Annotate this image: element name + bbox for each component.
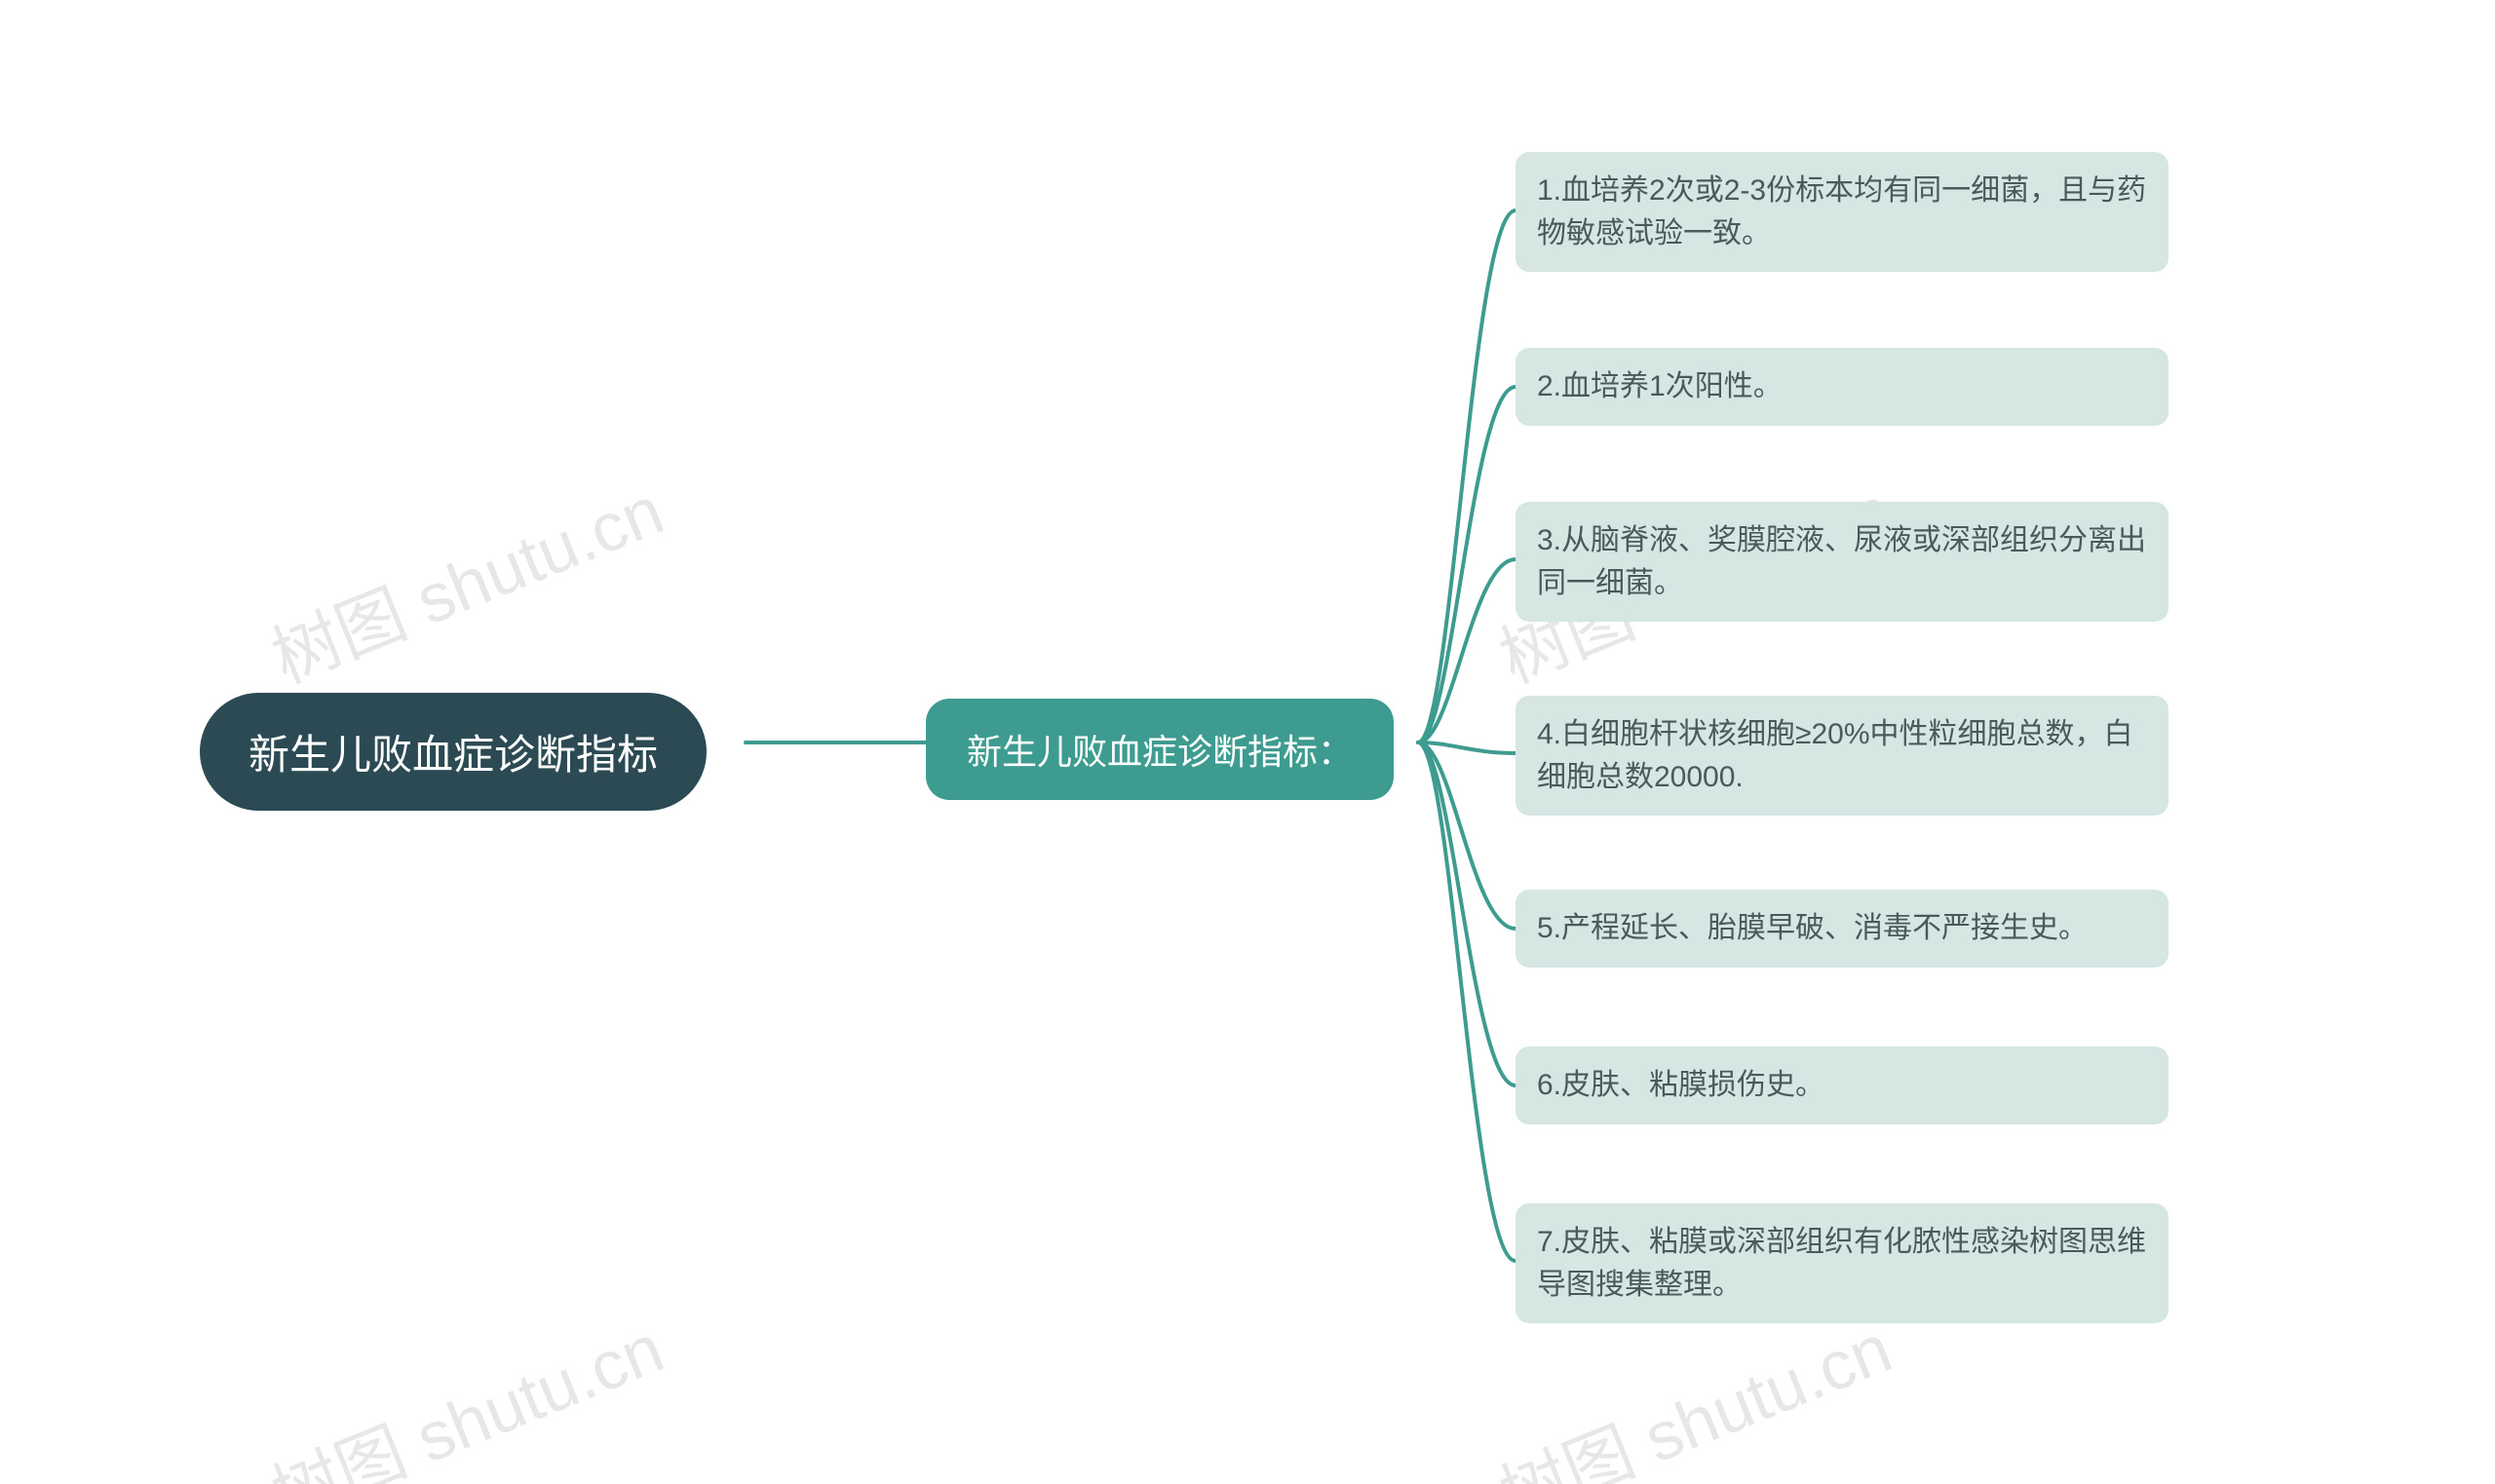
watermark: 树图 shutu.cn	[255, 1294, 675, 1484]
leaf-node-text: 7.皮肤、粘膜或深部组织有化脓性感染树图思维导图搜集整理。	[1537, 1226, 2146, 1301]
leaf-node: 6.皮肤、粘膜损伤史。	[1516, 1046, 2169, 1124]
sub-node: 新生儿败血症诊断指标：	[926, 699, 1394, 800]
root-node: 新生儿败血症诊断指标	[200, 693, 707, 811]
leaf-node: 5.产程延长、胎膜早破、消毒不严接生史。	[1516, 890, 2169, 968]
leaf-node: 7.皮肤、粘膜或深部组织有化脓性感染树图思维导图搜集整理。	[1516, 1203, 2169, 1323]
leaf-node: 4.白细胞杆状核细胞≥20%中性粒细胞总数，白细胞总数20000.	[1516, 696, 2169, 816]
leaf-node: 2.血培养1次阳性。	[1516, 348, 2169, 426]
leaf-node: 1.血培养2次或2-3份标本均有同一细菌，且与药物敏感试验一致。	[1516, 152, 2169, 272]
watermark: 树图 shutu.cn	[255, 456, 675, 703]
leaf-node: 3.从脑脊液、奖膜腔液、尿液或深部组织分离出同一细菌。	[1516, 502, 2169, 622]
sub-node-label: 新生儿败血症诊断指标：	[967, 732, 1353, 772]
leaf-node-text: 4.白细胞杆状核细胞≥20%中性粒细胞总数，白细胞总数20000.	[1537, 718, 2133, 793]
mindmap-canvas: 树图 shutu.cn 树图 shutu.cn 树图 shutu.cn 树图 s…	[0, 0, 2495, 1484]
leaf-node-text: 1.血培养2次或2-3份标本均有同一细菌，且与药物敏感试验一致。	[1537, 174, 2146, 249]
leaf-node-text: 5.产程延长、胎膜早破、消毒不严接生史。	[1537, 912, 2088, 944]
leaf-node-text: 6.皮肤、粘膜损伤史。	[1537, 1069, 1824, 1101]
root-node-label: 新生儿败血症诊断指标	[249, 732, 658, 778]
leaf-node-text: 2.血培养1次阳性。	[1537, 370, 1783, 402]
leaf-node-text: 3.从脑脊液、奖膜腔液、尿液或深部组织分离出同一细菌。	[1537, 524, 2146, 599]
